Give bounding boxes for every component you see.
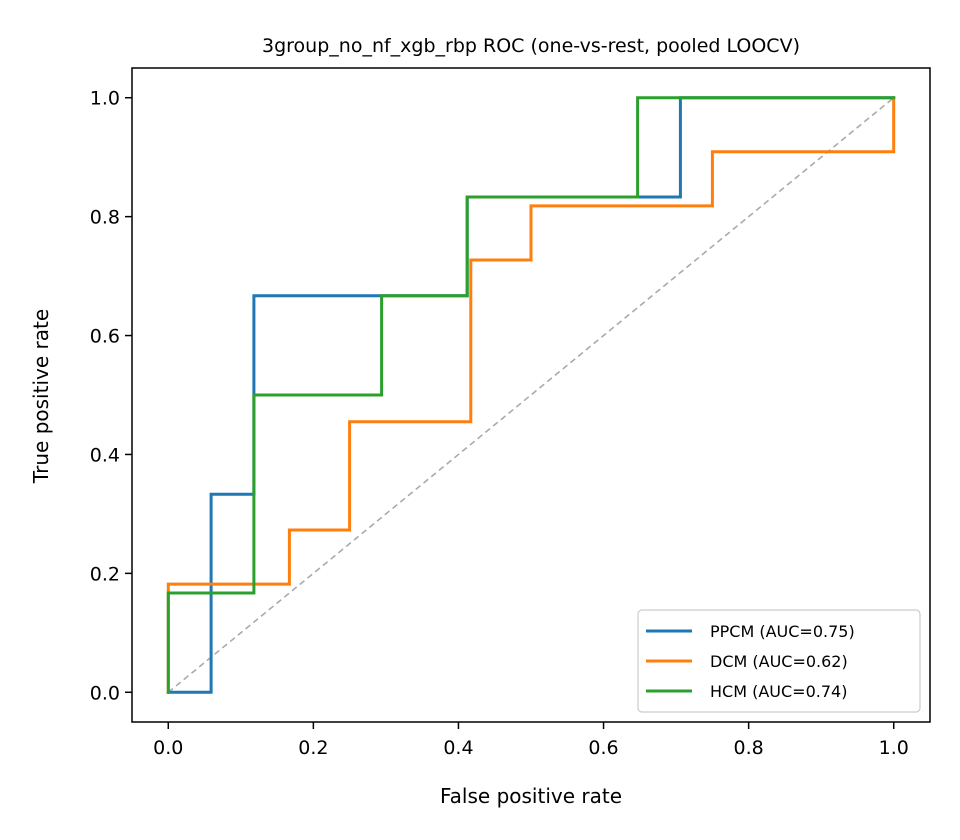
axes-frame [131,67,931,723]
y-tick-label: 1.0 [90,88,120,110]
series-line-2 [166,96,896,694]
x-tick-label: 0.4 [443,737,473,759]
y-tick-label: 0.4 [90,444,120,466]
x-axis-label: False positive rate [440,784,622,808]
chance-reference-line [167,97,895,693]
legend-label-1: PPCM (AUC=0.75) [710,622,855,641]
x-tick-label: 0.6 [588,737,618,759]
y-tick-label: 0.0 [90,682,120,704]
x-tick-label: 0.0 [153,737,183,759]
x-tick-label: 0.8 [734,737,764,759]
chart-title: 3group_no_nf_xgb_rbp ROC (one-vs-rest, p… [262,35,800,57]
series-line-3 [166,96,896,694]
y-tick-label: 0.8 [90,207,120,229]
legend-box [637,609,921,713]
y-tick-label: 0.6 [90,326,120,348]
x-tick-label: 0.2 [298,737,328,759]
legend: PPCM (AUC=0.75) DCM (AUC=0.62) HCM (AUC=0.… [637,609,921,713]
plot-area: 0.0 0.2 0.4 0.6 0.8 1.0 0.0 0.2 0.4 0.6 0.8 1.0 [90,67,931,759]
x-tick-label: 1.0 [879,737,909,759]
y-tick-label: 0.2 [90,563,120,585]
y-axis-label: True positive rate [29,309,53,484]
legend-label-3: HCM (AUC=0.74) [710,682,847,701]
legend-label-2: DCM (AUC=0.62) [710,652,848,671]
